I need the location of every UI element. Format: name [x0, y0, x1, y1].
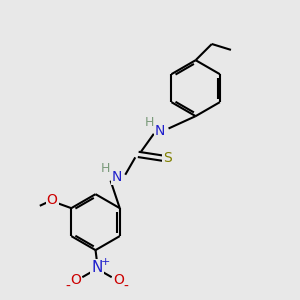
Text: O: O [47, 193, 58, 207]
Text: O: O [70, 273, 81, 287]
Text: S: S [163, 151, 172, 165]
Text: -: - [65, 280, 70, 294]
Text: O: O [113, 273, 124, 287]
Text: N: N [112, 170, 122, 184]
Text: H: H [144, 116, 154, 129]
Text: N: N [155, 124, 166, 138]
Text: N: N [91, 260, 103, 275]
Text: +: + [101, 257, 110, 267]
Text: H: H [100, 162, 110, 175]
Text: -: - [123, 280, 128, 294]
